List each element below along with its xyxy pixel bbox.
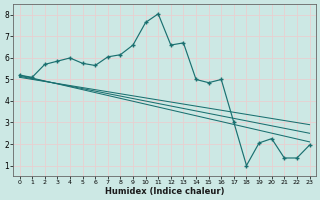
X-axis label: Humidex (Indice chaleur): Humidex (Indice chaleur) <box>105 187 224 196</box>
